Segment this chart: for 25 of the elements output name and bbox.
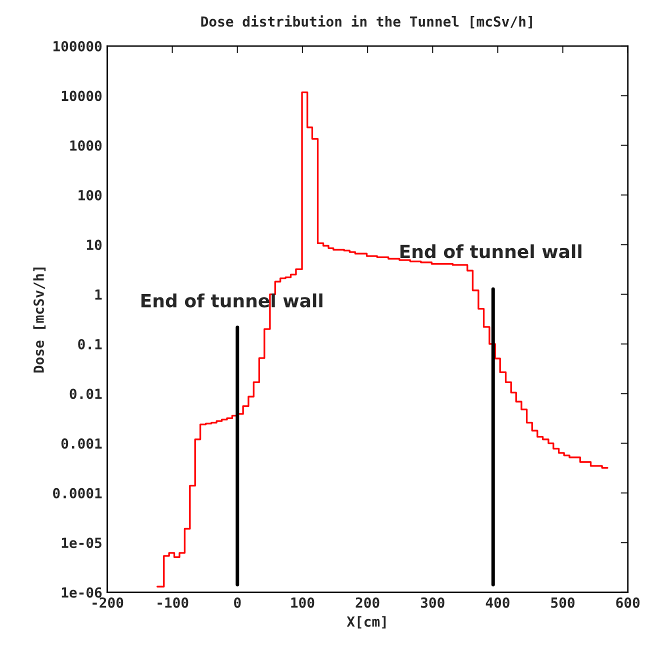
ref-line-label: End of tunnel wall xyxy=(400,244,582,258)
y-tick-label: 10000 xyxy=(62,90,102,102)
y-axis-title: Dose [mcSv/h] xyxy=(33,268,46,373)
x-tick-label: 200 xyxy=(356,597,380,608)
y-tick-label: 1 xyxy=(95,289,102,300)
x-axis-title: X[cm] xyxy=(346,616,386,629)
y-tick-label: 10 xyxy=(86,240,102,250)
y-tick-label: 0.01 xyxy=(70,388,102,400)
y-tick-label: 1000 xyxy=(70,140,102,151)
y-tick-label: 0.001 xyxy=(61,438,102,449)
y-tick-label: 1e-06 xyxy=(62,587,102,598)
y-tick-label: 0.1 xyxy=(78,338,102,350)
x-tick-label: 100 xyxy=(291,597,314,608)
y-tick-label: 100000 xyxy=(54,40,102,52)
x-tick-label: 500 xyxy=(551,597,574,608)
y-tick-label: 0.0001 xyxy=(53,488,102,498)
x-tick-label: 300 xyxy=(420,597,444,608)
chart-title: Dose distribution in the Tunnel [mcSv/h] xyxy=(201,15,532,28)
x-tick-label: 0 xyxy=(234,597,241,608)
y-tick-label: 1e-05 xyxy=(62,538,102,548)
x-tick-label: -100 xyxy=(158,597,188,608)
x-tick-label: -200 xyxy=(92,597,124,608)
y-tick-label: 100 xyxy=(78,190,102,200)
x-tick-label: 600 xyxy=(616,597,640,608)
x-tick-label: 400 xyxy=(486,597,510,608)
